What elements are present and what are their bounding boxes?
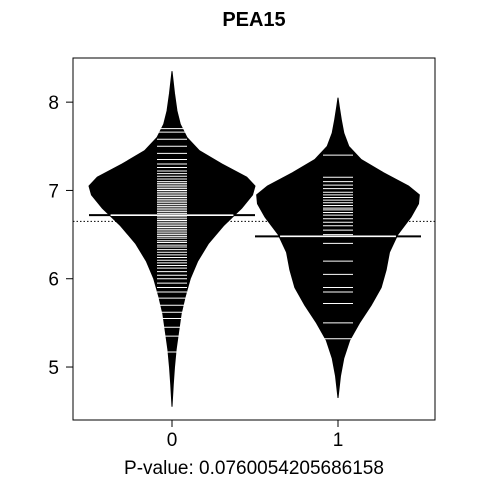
y-tick-label: 7 bbox=[48, 181, 59, 202]
y-tick-label: 8 bbox=[48, 93, 59, 114]
x-tick-label: 0 bbox=[167, 430, 178, 451]
bean-shape-group-0 bbox=[88, 71, 256, 407]
x-axis-label: P-value: 0.0760054205686158 bbox=[124, 458, 384, 479]
axes: 5 6 7 8 0 1 bbox=[48, 57, 436, 451]
bean-shape-group-1 bbox=[256, 97, 420, 398]
plot-area bbox=[73, 71, 435, 407]
plot-frame bbox=[72, 57, 436, 421]
y-tick-label: 5 bbox=[48, 358, 59, 379]
x-tick-label: 1 bbox=[333, 430, 344, 451]
chart-title: PEA15 bbox=[222, 9, 285, 31]
y-tick-label: 6 bbox=[48, 270, 59, 291]
